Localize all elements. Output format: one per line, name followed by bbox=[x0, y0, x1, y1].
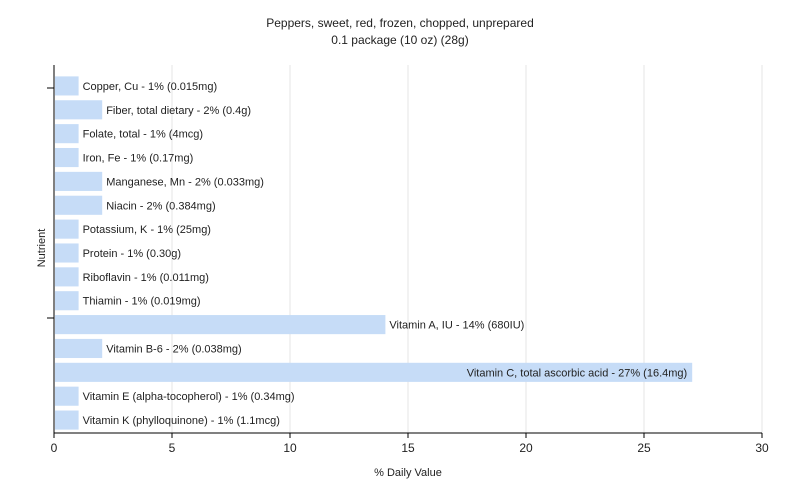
bar bbox=[55, 315, 386, 335]
bar-data-label: Copper, Cu - 1% (0.015mg) bbox=[83, 81, 218, 93]
axes bbox=[47, 65, 763, 438]
bar-data-label: Manganese, Mn - 2% (0.033mg) bbox=[106, 176, 264, 188]
bar bbox=[55, 243, 79, 263]
bar bbox=[55, 267, 79, 287]
bar-data-label: Folate, total - 1% (4mcg) bbox=[83, 129, 203, 141]
bar-data-label: Iron, Fe - 1% (0.17mg) bbox=[83, 153, 194, 165]
x-axis-label: % Daily Value bbox=[374, 467, 442, 479]
bar bbox=[55, 147, 79, 168]
bar-data-label: Potassium, K - 1% (25mg) bbox=[83, 224, 211, 236]
bar bbox=[55, 338, 103, 359]
bar bbox=[55, 386, 79, 406]
bar bbox=[55, 171, 103, 191]
x-tick-label: 10 bbox=[283, 441, 297, 455]
x-tick-label: 5 bbox=[169, 441, 176, 455]
x-tick-label: 25 bbox=[637, 441, 651, 455]
bar bbox=[55, 100, 103, 120]
chart-title: Peppers, sweet, red, frozen, chopped, un… bbox=[266, 16, 534, 30]
chart-subtitle: 0.1 package (10 oz) (28g) bbox=[331, 33, 468, 47]
bar bbox=[55, 76, 79, 96]
bar bbox=[55, 291, 79, 311]
bar-data-label: Niacin - 2% (0.384mg) bbox=[106, 200, 215, 212]
x-tick-label: 20 bbox=[519, 441, 533, 455]
bar-data-label: Vitamin E (alpha-tocopherol) - 1% (0.34m… bbox=[83, 391, 295, 403]
bar-data-label: Riboflavin - 1% (0.011mg) bbox=[83, 272, 209, 284]
bar-data-label: Vitamin B-6 - 2% (0.038mg) bbox=[106, 343, 242, 355]
bar bbox=[55, 124, 79, 144]
y-axis-label: Nutrient bbox=[36, 229, 48, 268]
bars: Copper, Cu - 1% (0.015mg) Fiber, total di… bbox=[55, 76, 693, 430]
bar-data-label: Thiamin - 1% (0.019mg) bbox=[83, 296, 201, 308]
x-tick-label: 30 bbox=[755, 441, 769, 455]
bar-data-label: Vitamin K (phylloquinone) - 1% (1.1mcg) bbox=[83, 415, 280, 427]
bar-data-label: Vitamin A, IU - 14% (680IU) bbox=[389, 320, 524, 332]
x-tick-label: 0 bbox=[51, 441, 58, 455]
bar-data-label: Vitamin C, total ascorbic acid - 27% (16… bbox=[467, 367, 688, 379]
bar bbox=[55, 362, 693, 382]
bar bbox=[55, 410, 79, 430]
bar-data-label: Protein - 1% (0.30g) bbox=[83, 248, 181, 260]
x-tick-labels: 0 5 10 15 20 25 30 bbox=[51, 441, 769, 455]
bar bbox=[55, 195, 103, 215]
bar-data-label: Fiber, total dietary - 2% (0.4g) bbox=[106, 105, 251, 117]
x-tick-label: 15 bbox=[401, 441, 415, 455]
bar bbox=[55, 219, 79, 239]
